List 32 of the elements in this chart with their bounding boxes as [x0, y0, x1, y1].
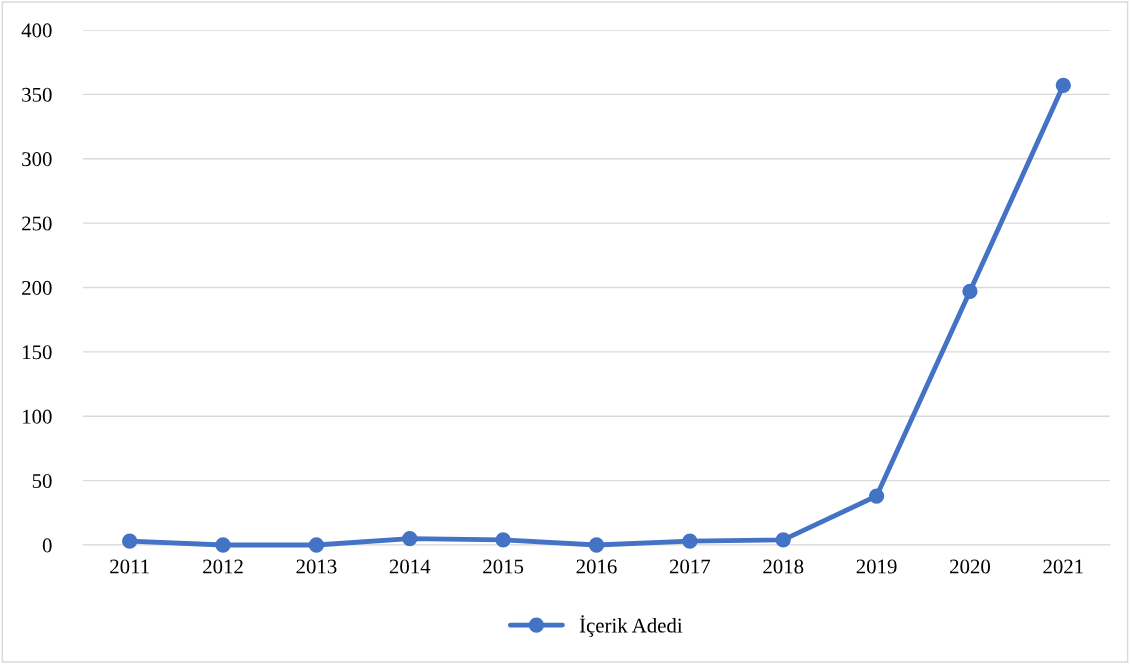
- point: [775, 532, 791, 548]
- point: [215, 537, 231, 553]
- x-tick-label: 2016: [576, 559, 617, 574]
- x-tick-label: 2019: [856, 559, 897, 574]
- x-tick-label: 2018: [763, 559, 804, 574]
- x-tick-label: 2020: [950, 559, 990, 574]
- point: [868, 488, 885, 504]
- x-tick-label: 2021: [1043, 559, 1083, 574]
- point: [402, 530, 418, 547]
- y-tick-label: 400: [21, 23, 52, 38]
- y-tick-label: 0: [42, 538, 52, 553]
- y-tick-label: 250: [22, 216, 52, 231]
- x-tick-label: 2011: [110, 559, 149, 574]
- point: [495, 532, 511, 548]
- point: [588, 537, 605, 553]
- y-tick-label: 100: [23, 409, 52, 424]
- point: [962, 283, 978, 300]
- point: [1055, 77, 1071, 94]
- y-tick-label: 150: [23, 345, 52, 360]
- x-tick-label: 2012: [203, 559, 243, 574]
- x-tick-label: 2017: [669, 559, 711, 574]
- y-tick-label: 200: [22, 280, 52, 295]
- y-tick-label: 350: [22, 87, 52, 102]
- x-tick-label: 2014: [389, 559, 431, 574]
- point: [682, 533, 698, 549]
- point: [308, 537, 325, 553]
- x-tick-label: 2013: [296, 559, 337, 574]
- y-tick-label: 300: [22, 152, 52, 167]
- y-tick-label: 50: [32, 474, 52, 489]
- x-tick-label: 2015: [483, 559, 524, 574]
- legend-label: İçerik Adedi: [579, 615, 683, 637]
- point: [122, 533, 138, 549]
